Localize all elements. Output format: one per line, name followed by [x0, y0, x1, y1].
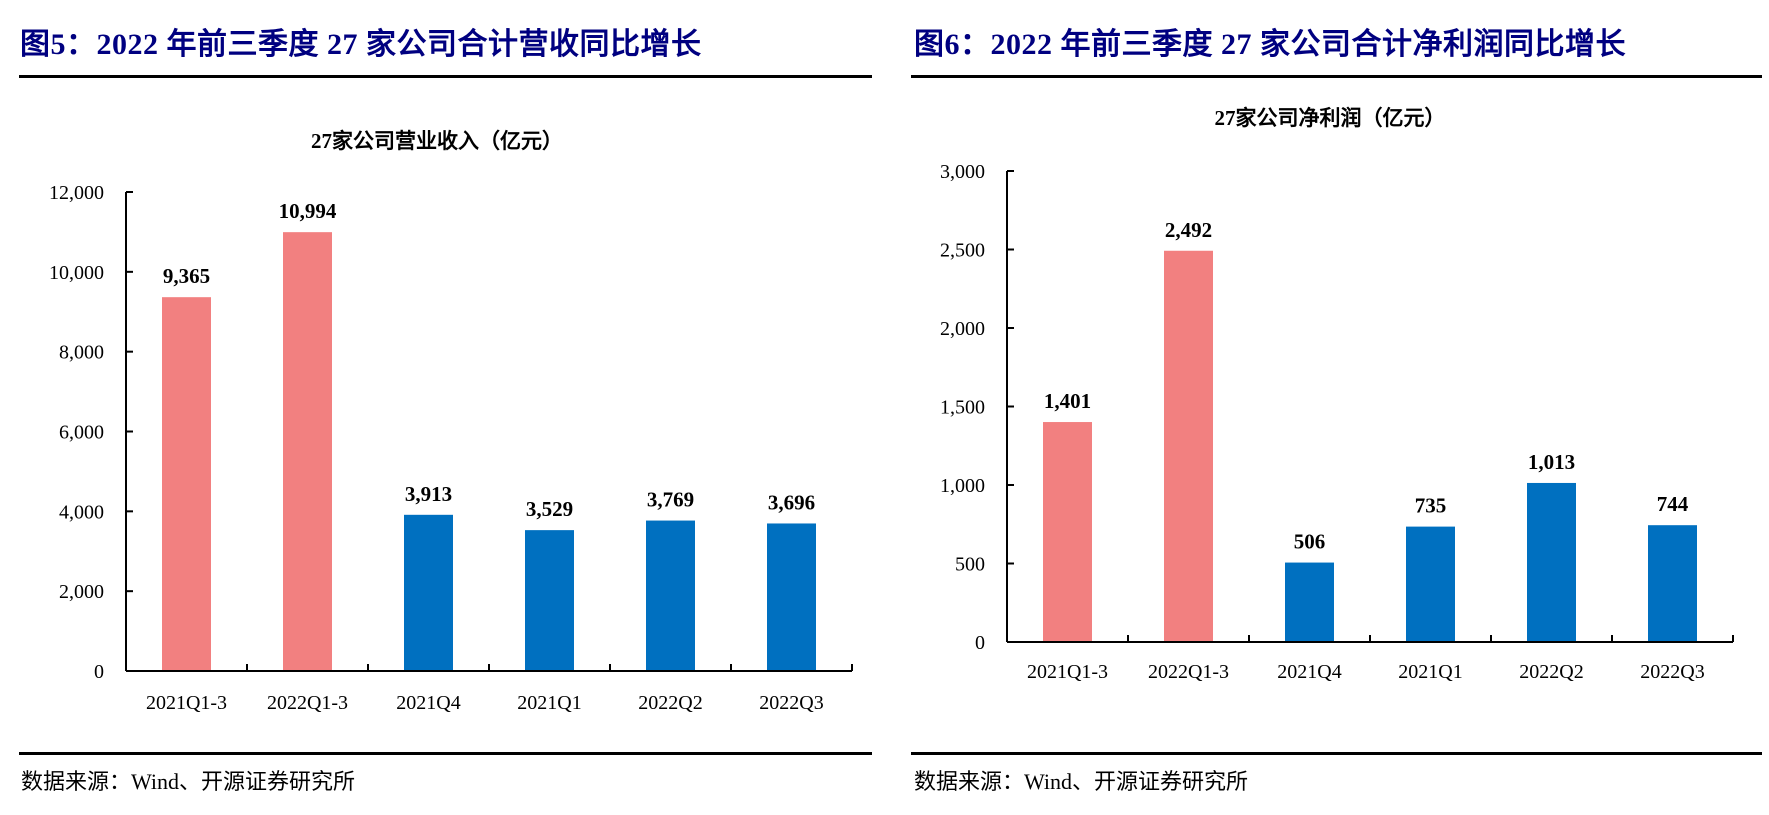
net-profit-bar-2022Q1-3	[1164, 251, 1213, 642]
net-profit-y-tick-label: 500	[955, 554, 985, 576]
revenue-category-label: 2022Q1-3	[267, 692, 348, 714]
revenue-bar-2021Q1-3	[162, 297, 211, 671]
figure-6-bottom-rule	[911, 752, 1762, 755]
revenue-category-label: 2021Q4	[396, 692, 460, 714]
revenue-y-tick-label: 0	[94, 661, 104, 683]
net-profit-bar-2021Q1-3	[1043, 422, 1092, 642]
net-profit-value-label: 1,401	[1044, 389, 1091, 413]
revenue-value-label: 3,769	[647, 488, 694, 512]
revenue-value-label: 10,994	[279, 199, 337, 223]
revenue-value-label: 3,529	[526, 497, 573, 521]
revenue-bar-2021Q1	[525, 530, 574, 671]
revenue-category-label: 2022Q2	[638, 692, 702, 714]
figure-5-top-rule	[19, 75, 872, 78]
revenue-y-tick-label: 4,000	[59, 501, 104, 523]
revenue-bars: 9,365 10,994 3,913 3,529 3,769 3,696	[162, 199, 816, 671]
net-profit-value-label: 506	[1294, 530, 1326, 554]
figure-6-source: 数据来源：Wind、开源证券研究所	[914, 768, 1248, 796]
net-profit-category-label: 2021Q1	[1398, 661, 1462, 683]
net-profit-category-label: 2022Q2	[1519, 661, 1583, 683]
revenue-value-label: 3,913	[405, 482, 452, 506]
revenue-category-label: 2022Q3	[759, 692, 823, 714]
net-profit-y-tick-label: 0	[975, 632, 985, 654]
net-profit-value-label: 1,013	[1528, 450, 1575, 474]
figure-6-top-rule	[911, 75, 1762, 78]
net-profit-bar-2021Q4	[1285, 563, 1334, 642]
net-profit-value-label: 744	[1657, 492, 1689, 516]
revenue-y-tick-label: 6,000	[59, 422, 104, 444]
net-profit-value-label: 2,492	[1165, 218, 1212, 242]
revenue-value-label: 3,696	[768, 490, 815, 514]
net-profit-y-tick-label: 2,500	[940, 240, 985, 262]
net-profit-category-label: 2021Q1-3	[1027, 661, 1108, 683]
net-profit-y-tick-label: 1,000	[940, 475, 985, 497]
net-profit-bars: 1,401 2,492 506 735 1,013 744	[1043, 218, 1697, 642]
revenue-y-axis: 0 2,000 4,000 6,000 8,000 10,000 12,000	[49, 182, 133, 683]
revenue-x-axis: 2021Q1-3 2022Q1-3 2021Q4 2021Q1 2022Q2 2022Q3	[126, 664, 852, 714]
net-profit-category-label: 2022Q1-3	[1148, 661, 1229, 683]
net-profit-chart-title: 27家公司净利润（亿元）	[1215, 106, 1446, 130]
net-profit-y-tick-label: 1,500	[940, 397, 985, 419]
figure-5-bottom-rule	[19, 752, 872, 755]
revenue-y-tick-label: 8,000	[59, 342, 104, 364]
net-profit-bar-2021Q1	[1406, 527, 1455, 642]
revenue-bar-2022Q2	[646, 521, 695, 671]
revenue-category-label: 2021Q1	[517, 692, 581, 714]
revenue-bar-chart: 27家公司营业收入（亿元） 0 2,000 4,000 6,000 8,000 10,00…	[0, 90, 884, 730]
revenue-y-tick-label: 2,000	[59, 581, 104, 603]
net-profit-y-axis: 0 500 1,000 1,500 2,000 2,500 3,000	[940, 161, 1014, 654]
revenue-value-label: 9,365	[163, 264, 210, 288]
net-profit-y-tick-label: 2,000	[940, 318, 985, 340]
net-profit-value-label: 735	[1415, 494, 1447, 518]
net-profit-bar-2022Q2	[1527, 483, 1576, 642]
figure-6-title: 图6：2022 年前三季度 27 家公司合计净利润同比增长	[914, 24, 1626, 66]
revenue-y-tick-label: 10,000	[49, 262, 104, 284]
net-profit-bar-2022Q3	[1648, 525, 1697, 642]
revenue-chart-title: 27家公司营业收入（亿元）	[311, 129, 563, 153]
net-profit-category-label: 2021Q4	[1277, 661, 1341, 683]
revenue-bar-2021Q4	[404, 515, 453, 671]
net-profit-category-label: 2022Q3	[1640, 661, 1704, 683]
figure-5-source: 数据来源：Wind、开源证券研究所	[21, 768, 355, 796]
net-profit-y-tick-label: 3,000	[940, 161, 985, 183]
revenue-y-tick-label: 12,000	[49, 182, 104, 204]
net-profit-bar-chart: 27家公司净利润（亿元） 0 500 1,000 1,500 2,000 2,500 3,0…	[884, 90, 1769, 730]
net-profit-x-axis: 2021Q1-3 2022Q1-3 2021Q4 2021Q1 2022Q2 2022Q3	[1007, 635, 1733, 683]
revenue-bar-2022Q3	[767, 523, 816, 671]
figure-5-title: 图5：2022 年前三季度 27 家公司合计营收同比增长	[20, 24, 702, 66]
revenue-category-label: 2021Q1-3	[146, 692, 227, 714]
revenue-bar-2022Q1-3	[283, 232, 332, 671]
